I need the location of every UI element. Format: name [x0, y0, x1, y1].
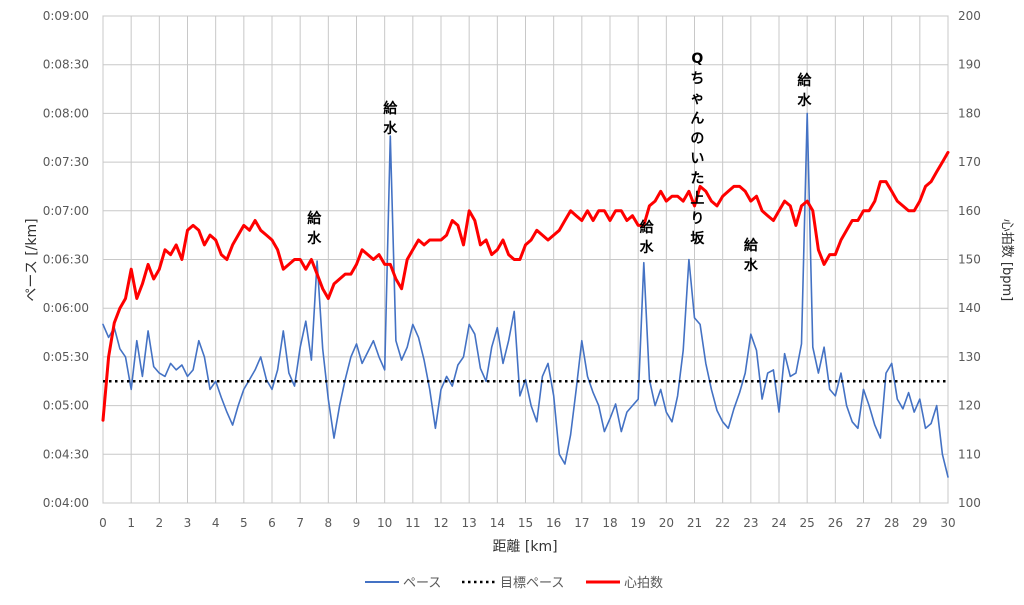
y-right-tick-label: 120 [958, 399, 981, 413]
y-right-tick-label: 180 [958, 106, 981, 120]
x-tick-label: 16 [546, 516, 561, 530]
annotation-label: 給水 [383, 100, 398, 137]
y-left-tick-label: 0:07:30 [43, 155, 89, 169]
y-right-tick-label: 200 [958, 9, 981, 23]
annotation-label: Q ちゃんのいた上り坂 [690, 51, 705, 247]
x-axis-label: 距離 [km] [492, 538, 557, 555]
y-left-tick-label: 0:05:00 [43, 399, 89, 413]
y-left-tick-label: 0:06:30 [43, 253, 89, 267]
x-tick-label: 19 [631, 516, 646, 530]
x-tick-label: 13 [462, 516, 477, 530]
x-tick-label: 17 [574, 516, 589, 530]
x-tick-label: 5 [240, 516, 248, 530]
y-right-tick-label: 140 [958, 301, 981, 315]
y-right-tick-label: 170 [958, 155, 981, 169]
x-tick-label: 27 [856, 516, 871, 530]
x-tick-label: 8 [325, 516, 333, 530]
x-tick-label: 2 [156, 516, 164, 530]
x-tick-label: 28 [884, 516, 899, 530]
x-tick-label: 30 [940, 516, 955, 530]
x-tick-label: 25 [800, 516, 815, 530]
x-tick-label: 21 [687, 516, 702, 530]
series-layer [101, 112, 950, 478]
y-right-tick-label: 160 [958, 204, 981, 218]
annotation-label: 給水 [797, 72, 812, 109]
y-right-tick-label: 100 [958, 496, 981, 510]
y-left-tick-label: 0:05:30 [43, 350, 89, 364]
x-tick-label: 24 [771, 516, 786, 530]
right-axis-ticks: 100 110 120 130 140 150 160 170 180 190 200 [958, 9, 981, 510]
legend: ペース 目標ペース 心拍数 [365, 576, 663, 591]
x-axis-ticks: 0 1 2 3 4 5 6 7 8 9 10 11 12 13 14 15 16 17 18 19 20 21 22 23 24… [99, 516, 955, 530]
y-left-tick-label: 0:09:00 [43, 9, 89, 23]
x-tick-label: 12 [433, 516, 448, 530]
x-tick-label: 10 [377, 516, 392, 530]
y-right-tick-label: 130 [958, 350, 981, 364]
y-left-tick-label: 0:04:30 [43, 447, 89, 461]
grid-lines [102, 15, 949, 504]
y-left-tick-label: 0:08:00 [43, 106, 89, 120]
x-tick-label: 23 [743, 516, 758, 530]
y-right-tick-label: 110 [958, 447, 981, 461]
series-line-0 [102, 112, 949, 478]
y-axis-left-label: ペース [/km] [24, 218, 40, 301]
x-tick-label: 6 [268, 516, 276, 530]
x-tick-label: 7 [296, 516, 304, 530]
legend-label: 心拍数 [624, 576, 663, 591]
y-left-tick-label: 0:07:00 [43, 204, 89, 218]
x-tick-label: 18 [602, 516, 617, 530]
series-line-2 [101, 150, 950, 422]
annotation-label: 給水 [744, 237, 759, 274]
x-tick-label: 11 [405, 516, 420, 530]
legend-label: 目標ペース [500, 576, 564, 591]
x-tick-label: 14 [490, 516, 505, 530]
x-tick-label: 4 [212, 516, 220, 530]
y-right-tick-label: 190 [958, 58, 981, 72]
x-tick-label: 15 [518, 516, 533, 530]
y-left-tick-label: 0:08:30 [43, 58, 89, 72]
y-axis-right-label: 心拍数 [bpm] [999, 219, 1014, 301]
left-axis-ticks: 0:04:00 0:04:30 0:05:00 0:05:30 0:06:00 0:06:… [43, 9, 89, 510]
annotation-label: 給水 [307, 210, 322, 247]
x-tick-label: 3 [184, 516, 192, 530]
x-tick-label: 20 [659, 516, 674, 530]
x-tick-label: 1 [127, 516, 135, 530]
y-left-tick-label: 0:04:00 [43, 496, 89, 510]
y-left-tick-label: 0:06:00 [43, 301, 89, 315]
legend-label: ペース [403, 576, 441, 591]
x-tick-label: 26 [828, 516, 843, 530]
x-tick-label: 9 [353, 516, 361, 530]
x-tick-label: 22 [715, 516, 730, 530]
y-right-tick-label: 150 [958, 253, 981, 267]
x-tick-label: 0 [99, 516, 107, 530]
annotation-label: 給水 [640, 219, 655, 256]
x-tick-label: 29 [912, 516, 927, 530]
